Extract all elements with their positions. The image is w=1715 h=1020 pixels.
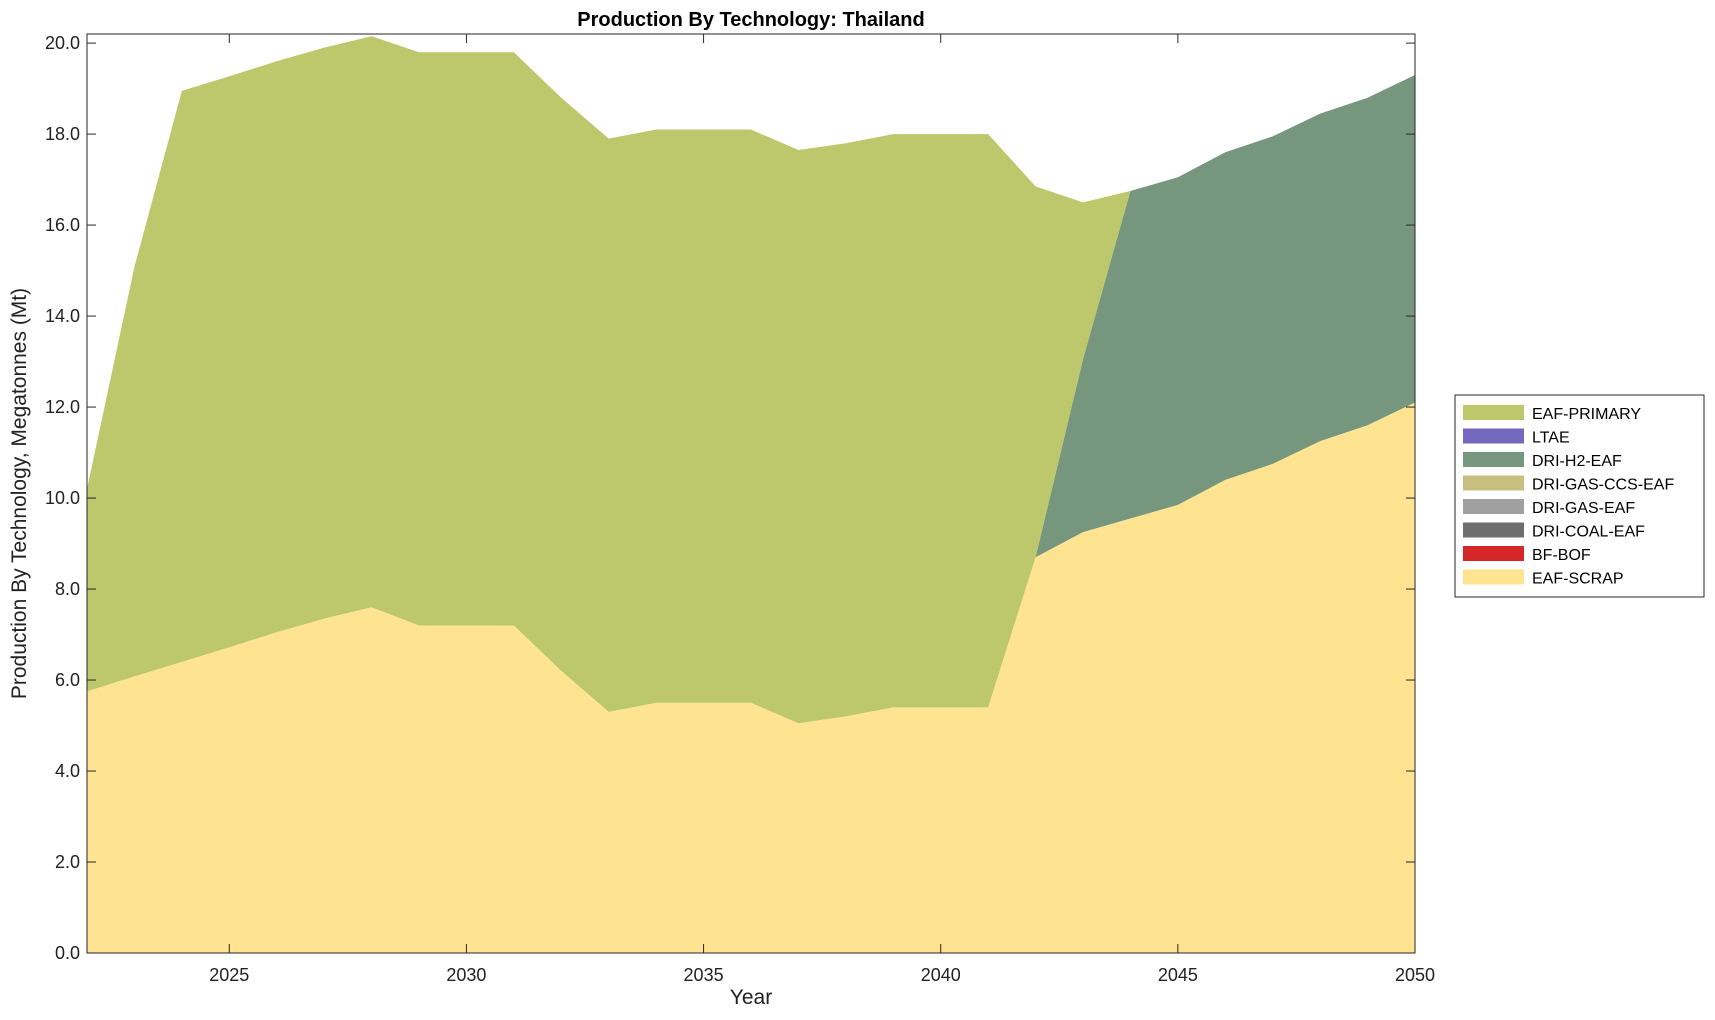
legend-label-dri-gas-ccs-eaf: DRI-GAS-CCS-EAF [1532, 477, 1674, 494]
legend-swatch-bf-bof [1463, 546, 1524, 561]
y-tick-label: 4.0 [55, 761, 80, 781]
y-tick-label: 14.0 [45, 306, 80, 326]
legend-label-eaf-primary: EAF-PRIMARY [1532, 406, 1641, 423]
legend-label-eaf-scrap: EAF-SCRAP [1532, 571, 1624, 588]
x-tick-label: 2040 [921, 965, 961, 985]
y-tick-label: 10.0 [45, 488, 80, 508]
area-series-eaf-primary [87, 36, 1415, 724]
legend-label-dri-h2-eaf: DRI-H2-EAF [1532, 453, 1622, 470]
y-tick-label: 12.0 [45, 397, 80, 417]
x-tick-label: 2045 [1158, 965, 1198, 985]
y-tick-label: 0.0 [55, 943, 80, 963]
legend-swatch-ltae [1463, 428, 1524, 444]
legend-swatch-dri-h2-eaf [1463, 452, 1524, 467]
legend-label-dri-gas-eaf: DRI-GAS-EAF [1532, 500, 1635, 517]
area-series-dri-h2-eaf [87, 74, 1415, 724]
y-tick-label: 18.0 [45, 124, 80, 144]
y-tick-label: 16.0 [45, 215, 80, 235]
x-tick-label: 2050 [1395, 965, 1435, 985]
x-tick-label: 2030 [446, 965, 486, 985]
legend-swatch-eaf-primary [1463, 405, 1524, 420]
y-axis-label: Production By Technology, Megatonnes (Mt… [8, 288, 31, 699]
legend-label-ltae: LTAE [1532, 430, 1570, 447]
legend: EAF-PRIMARY LTAE DRI-H2-EAF DRI-GAS-CCS-EAF… [1454, 394, 1705, 598]
legend-box [1454, 394, 1705, 598]
y-tick-label: 2.0 [55, 852, 80, 872]
chart-title: Production By Technology: Thailand [577, 9, 924, 31]
area-series-eaf-scrap [87, 402, 1415, 953]
legend-swatch-dri-gas-ccs-eaf [1463, 475, 1524, 491]
x-axis-label: Year [730, 986, 772, 1009]
ticks-layer: 2025 2030 2035 2040 2045 2050 0.0 2.0 4.0 6.0 8.0 1… [45, 33, 1435, 985]
x-tick-label: 2025 [209, 965, 249, 985]
legend-label-dri-coal-eaf: DRI-COAL-EAF [1532, 524, 1645, 541]
y-tick-label: 20.0 [45, 33, 80, 53]
legend-swatch-eaf-scrap [1463, 569, 1524, 585]
x-tick-label: 2035 [684, 965, 724, 985]
areas-layer [87, 36, 1415, 953]
legend-swatch-dri-gas-eaf [1463, 499, 1524, 514]
plot-frame [86, 33, 1416, 954]
y-tick-label: 8.0 [55, 579, 80, 599]
legend-swatch-dri-coal-eaf [1463, 522, 1524, 538]
y-tick-label: 6.0 [55, 670, 80, 690]
legend-label-bf-bof: BF-BOF [1532, 547, 1591, 564]
